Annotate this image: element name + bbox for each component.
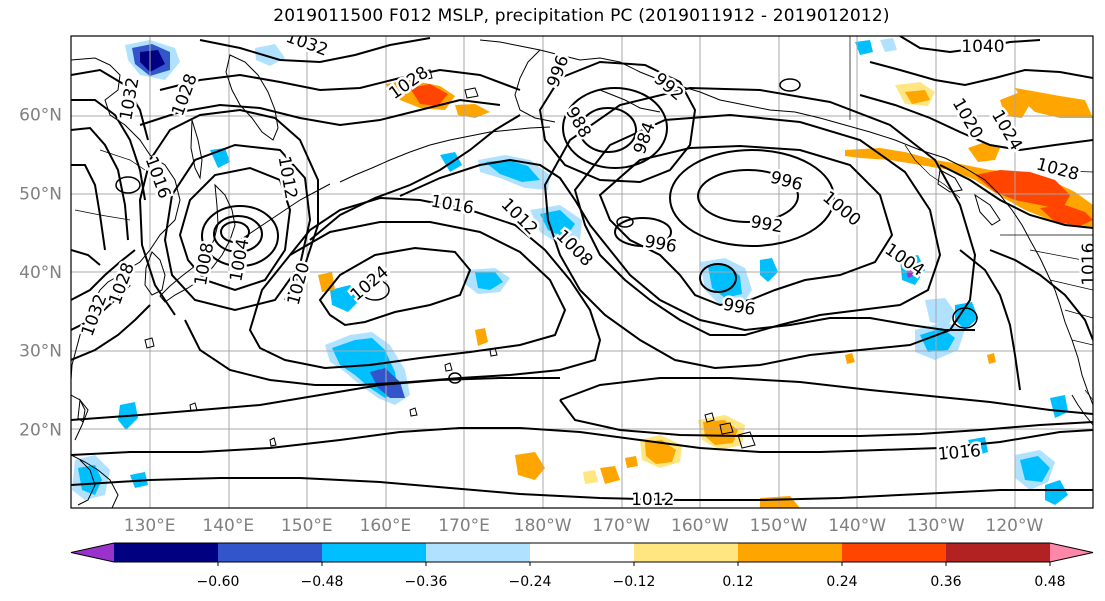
lon-tick-label: 140°E (202, 516, 254, 536)
isobar-label: 1016 (937, 441, 982, 465)
colorbar-tick-label: −0.60 (197, 574, 240, 590)
colorbar-tick-label: 0.36 (930, 574, 961, 590)
lon-tick-label: 180°W (514, 516, 572, 536)
colorbar-tick-label: −0.48 (301, 574, 344, 590)
lon-tick-label: 130°E (124, 516, 176, 536)
isobar-label: 1016 (1079, 243, 1099, 286)
isobar-label: 1012 (631, 490, 674, 510)
lat-tick-label: 60°N (19, 106, 62, 126)
isobar-label: 1040 (961, 37, 1004, 57)
lon-tick-label: 160°E (360, 516, 412, 536)
colorbar-tick-label: 0.24 (826, 574, 857, 590)
colorbar-tick-label: −0.24 (509, 574, 552, 590)
colorbar-max-extend (1050, 543, 1093, 562)
colorbar-tick-label: 0.48 (1034, 574, 1065, 590)
lat-tick-label: 20°N (19, 420, 62, 440)
political-borders (74, 36, 1093, 401)
latitude-labels: 20°N 30°N 40°N 50°N 60°N (19, 106, 62, 441)
isobar-label: 992 (749, 212, 784, 237)
colorbar-min-extend (71, 543, 114, 562)
lat-tick-label: 50°N (19, 184, 62, 204)
colorbar: −0.60 −0.48 −0.36 −0.24 −0.12 0.12 0.24 0.36 0.4… (70, 542, 1094, 590)
colorbar-tick-label: −0.12 (613, 574, 656, 590)
mslp-contours (71, 36, 1093, 501)
colorbar-segment (530, 543, 635, 562)
longitude-labels: 130°E 140°E 150°E 160°E 170°E 180°W 170°W 160°W… (124, 516, 1044, 536)
lon-tick-label: 150°W (750, 516, 808, 536)
colorbar-segment (738, 543, 843, 562)
colorbar-segment (218, 543, 323, 562)
colorbar-segment (114, 543, 219, 562)
lon-tick-label: 170°W (592, 516, 650, 536)
lon-tick-label: 130°W (907, 516, 965, 536)
lon-tick-label: 150°E (281, 516, 333, 536)
map-title: 2019011500 F012 MSLP, precipitation PC (… (273, 6, 890, 26)
colorbar-segment (946, 543, 1051, 562)
lat-tick-label: 30°N (19, 342, 62, 362)
colorbar-segment (322, 543, 427, 562)
colorbar-segment (634, 543, 739, 562)
colorbar-tick-label: −0.36 (405, 574, 448, 590)
lon-tick-label: 170°E (438, 516, 490, 536)
map-frame (70, 35, 1094, 509)
colorbar-tick-label: 0.12 (722, 574, 753, 590)
colorbar-segment (842, 543, 947, 562)
lon-tick-label: 160°W (671, 516, 729, 536)
lon-tick-label: 120°W (986, 516, 1044, 536)
colorbar-outline (70, 542, 1094, 563)
lat-tick-label: 40°N (19, 263, 62, 283)
colorbar-segment (426, 543, 531, 562)
lon-tick-label: 140°W (828, 516, 886, 536)
